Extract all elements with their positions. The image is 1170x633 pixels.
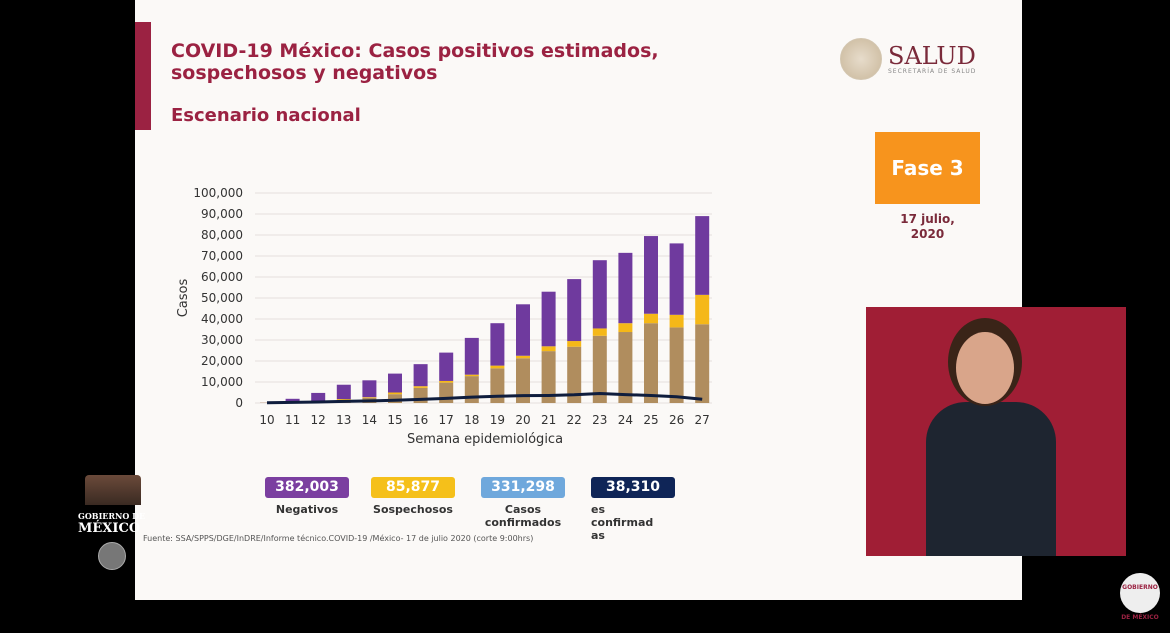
bar-sospechosos [567, 341, 581, 347]
legend-value: 38,310 [591, 477, 675, 498]
x-tick-label: 27 [695, 413, 710, 427]
y-tick-label: 10,000 [201, 375, 243, 389]
x-tick-label: 14 [362, 413, 377, 427]
line-defunciones [267, 394, 702, 403]
logo-figures-icon [85, 475, 141, 505]
x-tick-label: 25 [643, 413, 658, 427]
bar-negativos [695, 216, 709, 295]
bar-negativos [337, 385, 351, 399]
interpreter-body [926, 402, 1056, 556]
bar-negativos [362, 380, 376, 397]
bar-confirmados [465, 376, 479, 403]
x-tick-label: 21 [541, 413, 556, 427]
legend-value: 331,298 [481, 477, 565, 498]
y-tick-label: 40,000 [201, 312, 243, 326]
y-tick-label: 100,000 [193, 186, 243, 200]
x-axis-label: Semana epidemiológica [407, 432, 563, 447]
bar-negativos [490, 323, 504, 365]
x-tick-label: 23 [592, 413, 607, 427]
y-axis-label: Casos [176, 279, 191, 318]
x-tick-label: 19 [490, 413, 505, 427]
bar-negativos [516, 304, 530, 355]
bar-negativos [593, 260, 607, 328]
bar-sospechosos [670, 315, 684, 328]
bar-confirmados [695, 324, 709, 403]
bar-negativos [670, 243, 684, 314]
x-tick-label: 12 [311, 413, 326, 427]
bar-negativos [311, 393, 325, 401]
gob-line1: GOBIERNO DE [78, 511, 148, 521]
x-tick-label: 13 [336, 413, 351, 427]
bar-negativos [618, 253, 632, 323]
legend-value: 85,877 [371, 477, 455, 498]
gob-line2: MÉXICO [78, 521, 148, 536]
sign-language-interpreter-video [866, 307, 1126, 556]
y-tick-label: 30,000 [201, 333, 243, 347]
legend-label: Casos confirmados [478, 503, 568, 529]
legend-label: es confirmad as [591, 503, 671, 542]
bar-sospechosos [337, 399, 351, 400]
x-tick-label: 18 [464, 413, 479, 427]
bar-sospechosos [465, 375, 479, 376]
interpreter-head [956, 332, 1014, 404]
seal-icon [98, 542, 126, 570]
x-tick-label: 26 [669, 413, 684, 427]
y-tick-label: 50,000 [201, 291, 243, 305]
bar-negativos [439, 353, 453, 381]
bar-confirmados [644, 323, 658, 403]
x-tick-label: 16 [413, 413, 428, 427]
y-tick-label: 70,000 [201, 249, 243, 263]
bar-sospechosos [542, 346, 556, 351]
bar-sospechosos [695, 295, 709, 324]
y-tick-label: 20,000 [201, 354, 243, 368]
bar-sospechosos [439, 381, 453, 383]
x-tick-label: 11 [285, 413, 300, 427]
bar-sospechosos [644, 314, 658, 323]
bar-sospechosos [362, 397, 376, 398]
bar-sospechosos [618, 323, 632, 332]
x-tick-label: 24 [618, 413, 633, 427]
bar-sospechosos [593, 328, 607, 335]
x-tick-label: 15 [387, 413, 402, 427]
bar-sospechosos [516, 356, 530, 359]
bar-negativos [542, 292, 556, 347]
legend-value: 382,003 [265, 477, 349, 498]
bar-sospechosos [388, 393, 402, 395]
bar-sospechosos [490, 366, 504, 369]
y-tick-label: 60,000 [201, 270, 243, 284]
x-tick-label: 22 [567, 413, 582, 427]
x-tick-label: 20 [515, 413, 530, 427]
y-tick-label: 0 [235, 396, 243, 410]
bar-confirmados [618, 332, 632, 403]
bar-negativos [388, 374, 402, 393]
source-note: Fuente: SSA/SPPS/DGE/InDRE/Informe técni… [143, 534, 533, 543]
y-tick-label: 80,000 [201, 228, 243, 242]
gobierno-mexico-logo: GOBIERNO DE MÉXICO [78, 475, 148, 570]
bar-negativos [567, 279, 581, 341]
legend-label: Sospechosos [368, 503, 458, 516]
bar-sospechosos [414, 386, 428, 388]
bar-confirmados [670, 327, 684, 403]
y-tick-label: 90,000 [201, 207, 243, 221]
bar-negativos [414, 364, 428, 386]
legend-label: Negativos [262, 503, 352, 516]
x-tick-label: 10 [259, 413, 274, 427]
x-tick-label: 17 [439, 413, 454, 427]
corner-logo: GOBIERNO DE MÉXICO [1120, 573, 1160, 613]
bar-negativos [644, 236, 658, 314]
bar-negativos [465, 338, 479, 375]
